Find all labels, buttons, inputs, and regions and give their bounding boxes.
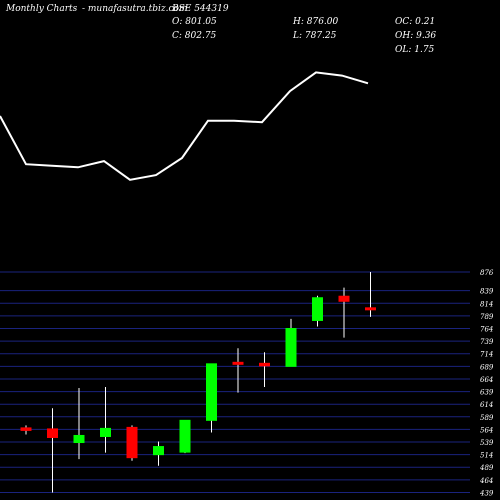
y-tick-label: 439 [479, 489, 494, 497]
candle-body [338, 295, 350, 302]
candle-body [232, 361, 244, 365]
y-tick-label: 764 [480, 326, 493, 334]
candle-body [20, 427, 32, 431]
chart-header: Monthly Charts - munafasutra.tbiz.com BS… [0, 0, 500, 80]
source-label: - munafasutra.tbiz.com [82, 4, 188, 14]
candle-body [365, 307, 376, 311]
y-tick-label: 564 [480, 426, 493, 434]
y-tick-label: 714 [480, 351, 493, 359]
candle-body [179, 419, 191, 453]
y-tick-label: 876 [480, 269, 494, 277]
y-tick-label: 814 [480, 300, 493, 308]
candle-body [47, 428, 58, 438]
ol-value: OL: 1.75 [395, 45, 435, 55]
candle-body [259, 362, 270, 367]
oc-value: OC: 0.21 [395, 17, 436, 27]
candle-body [126, 426, 138, 459]
candle-body [73, 434, 85, 444]
candle-body [312, 297, 323, 321]
y-tick-label: 839 [480, 288, 494, 296]
y-tick-label: 639 [480, 389, 494, 397]
candle-body [153, 446, 164, 456]
y-tick-label: 539 [480, 439, 494, 447]
candle-body [100, 427, 111, 437]
candle-body [285, 328, 297, 367]
low-value: L: 787.25 [293, 31, 337, 41]
candles [20, 272, 376, 493]
y-tick-label: 664 [480, 376, 493, 384]
oh-value: OH: 9.36 [395, 31, 437, 41]
y-tick-label: 589 [480, 414, 494, 422]
y-tick-label: 739 [480, 338, 494, 346]
gridlines [0, 271, 470, 493]
y-tick-label: 464 [479, 477, 493, 485]
indicator-line [0, 71, 369, 181]
y-axis-ticks: 439 464 489 514 539 564 589 614 639 664 689 714 739 7… [479, 269, 494, 497]
close-value: C: 802.75 [172, 31, 217, 41]
y-tick-label: 514 [480, 452, 493, 460]
chart-title: Monthly Charts [6, 4, 78, 14]
open-value: O: 801.05 [172, 17, 217, 27]
y-tick-label: 789 [480, 313, 494, 321]
y-tick-label: 614 [480, 401, 493, 409]
y-tick-label: 489 [479, 464, 494, 472]
candle-body [206, 363, 217, 421]
indicator-line-layer [0, 71, 369, 181]
high-value: H: 876.00 [293, 17, 339, 27]
y-tick-label: 689 [480, 363, 494, 371]
symbol-label: BSE 544319 [172, 4, 229, 14]
